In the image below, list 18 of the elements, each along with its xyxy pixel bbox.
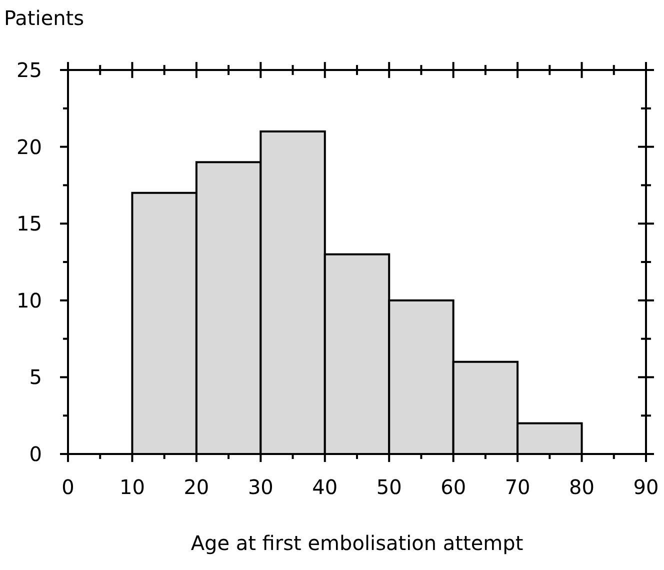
x-tick-label: 20: [184, 475, 210, 499]
x-tick-label: 80: [569, 475, 595, 499]
x-tick-label: 10: [119, 475, 145, 499]
y-tick-label: 5: [29, 365, 42, 390]
y-tick-label: 0: [29, 442, 42, 466]
x-tick-label: 90: [633, 475, 659, 499]
y-axis-title: Patients: [4, 6, 84, 30]
y-tick-label: 20: [16, 134, 42, 159]
x-tick-label: 40: [312, 475, 338, 499]
y-tick-label: 25: [16, 58, 42, 82]
x-axis-title: Age at first embolisation attempt: [190, 531, 524, 555]
x-tick-label: 50: [376, 475, 402, 499]
x-tick-label: 60: [440, 475, 466, 499]
x-tick-label: 30: [248, 475, 274, 499]
x-tick-label: 70: [504, 475, 530, 499]
x-tick-label: 0: [62, 475, 74, 499]
y-tick-label: 15: [16, 212, 42, 236]
y-tick-label: 10: [16, 288, 42, 312]
